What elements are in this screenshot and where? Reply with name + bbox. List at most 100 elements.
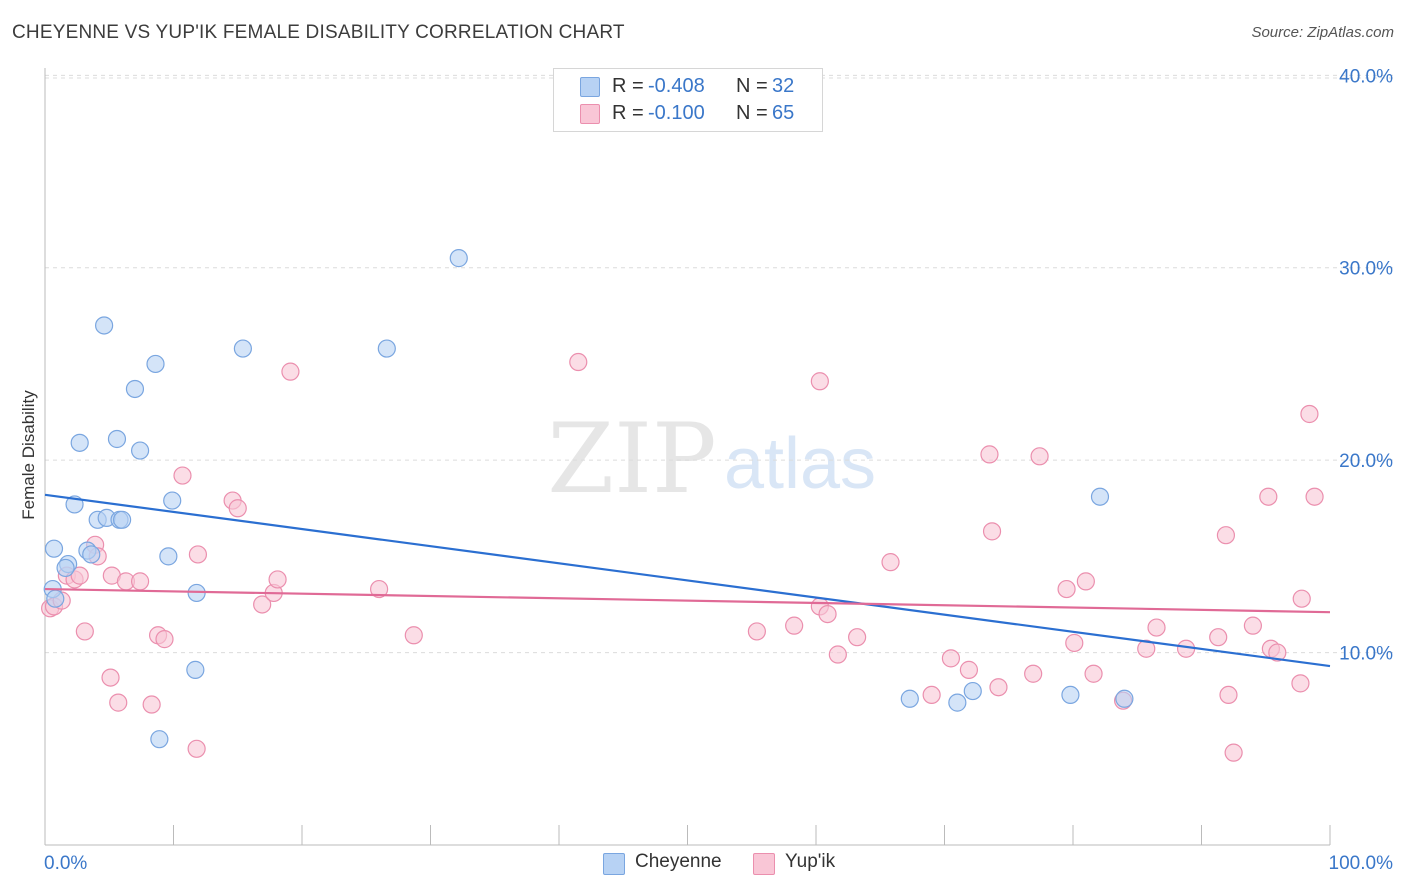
- cheyenne-point: [56, 558, 75, 578]
- yupik-point: [1224, 743, 1243, 762]
- yupik-point: [785, 616, 804, 635]
- cheyenne-point: [1061, 685, 1080, 705]
- yupik-point: [1057, 579, 1076, 599]
- yupik-point: [228, 499, 247, 518]
- yupik-point: [268, 570, 287, 589]
- yupik-swatch: [580, 104, 600, 124]
- cheyenne-point: [146, 354, 165, 374]
- yupik-point: [1259, 487, 1278, 506]
- yupik-point: [828, 645, 847, 664]
- y-tick-label: 20.0%: [1339, 451, 1393, 472]
- cheyenne-point: [377, 339, 396, 358]
- n-label: N =: [736, 75, 768, 97]
- n-label: N =: [736, 102, 768, 124]
- yupik-legend-label: Yup'ik: [785, 851, 836, 872]
- yupik-point: [1305, 487, 1324, 506]
- r-value: -0.100: [648, 102, 705, 124]
- chart-title: CHEYENNE VS YUP'IK FEMALE DISABILITY COR…: [12, 22, 625, 43]
- yupik-point: [569, 352, 588, 372]
- yupik-point: [173, 466, 192, 485]
- yupik-point: [1137, 639, 1156, 658]
- cheyenne-point: [82, 545, 101, 564]
- yupik-point: [281, 362, 300, 381]
- stats-legend: R = -0.408 N = 32 R = -0.100 N = 65: [553, 68, 823, 132]
- cheyenne-point: [948, 693, 967, 712]
- yupik-point: [959, 660, 979, 679]
- yupik-point: [187, 739, 206, 758]
- n-value: 32: [772, 75, 795, 97]
- yupik-point: [70, 566, 89, 585]
- yupik-point: [101, 668, 120, 687]
- x-tick-label: 0.0%: [44, 853, 87, 874]
- cheyenne-point: [107, 429, 127, 449]
- yupik-point: [989, 678, 1008, 697]
- yupik-point: [980, 445, 999, 464]
- axes: [44, 68, 1331, 846]
- cheyenne-point: [186, 660, 205, 679]
- cheyenne-legend-label: Cheyenne: [635, 851, 722, 872]
- tick-labels: 10.0% 20.0% 30.0% 40.0% 0.0% 100.0%: [44, 66, 1393, 874]
- yupik-point: [1216, 526, 1236, 545]
- n-value: 65: [772, 102, 795, 124]
- yupik-point: [922, 685, 941, 705]
- yupik-point: [1243, 616, 1263, 635]
- cheyenne-legend-swatch: [603, 853, 625, 875]
- cheyenne-point: [112, 510, 132, 529]
- cheyenne-point: [159, 547, 178, 566]
- cheyenne-point: [1115, 689, 1134, 708]
- yupik-legend-swatch: [753, 853, 775, 875]
- cheyenne-point: [163, 491, 182, 510]
- r-label: R =: [612, 102, 644, 124]
- yupik-point: [810, 372, 829, 391]
- yupik-point: [747, 622, 766, 641]
- yupik-point: [1219, 685, 1238, 705]
- watermark-zip: ZIP: [547, 403, 716, 515]
- cheyenne-point: [125, 379, 145, 399]
- cheyenne-point: [1090, 487, 1110, 506]
- source-label: Source: ZipAtlas.com: [1251, 24, 1394, 41]
- cheyenne-point: [70, 433, 89, 452]
- yupik-point: [982, 522, 1002, 541]
- yupik-point: [1065, 633, 1084, 653]
- r-value: -0.408: [648, 75, 705, 97]
- x-tick-label: 100.0%: [1329, 853, 1394, 874]
- y-tick-label: 10.0%: [1339, 644, 1393, 665]
- cheyenne-point: [130, 441, 150, 460]
- yupik-point: [75, 622, 94, 641]
- yupik-point: [1291, 674, 1310, 693]
- grid-lines: [45, 74, 1395, 654]
- yupik-point: [1292, 589, 1311, 608]
- cheyenne-point: [44, 539, 64, 558]
- cheyenne-point: [150, 730, 169, 749]
- yupik-point: [1076, 572, 1095, 591]
- yupik-point: [818, 604, 837, 624]
- yupik-point: [1024, 664, 1043, 683]
- trend-lines: [44, 493, 1331, 668]
- yupik-point: [1268, 643, 1287, 662]
- cheyenne-trend-line: [44, 493, 1331, 668]
- yupik-point: [155, 630, 174, 649]
- watermark-atlas: atlas: [724, 424, 876, 504]
- yupik-point: [253, 595, 272, 614]
- cheyenne-point: [963, 681, 982, 701]
- cheyenne-point: [233, 339, 252, 358]
- yupik-point: [881, 553, 900, 572]
- cheyenne-point: [46, 589, 65, 608]
- cheyenne-point: [900, 689, 919, 708]
- yupik-point: [1209, 628, 1228, 647]
- r-label: R =: [612, 75, 644, 97]
- yupik-point: [142, 695, 161, 714]
- yupik-point: [404, 626, 423, 645]
- cheyenne-point: [95, 316, 114, 335]
- yupik-point: [1300, 404, 1319, 424]
- yupik-point: [370, 579, 389, 599]
- yupik-point: [1147, 618, 1166, 637]
- yupik-trend-line: [44, 587, 1331, 614]
- yupik-point: [848, 628, 867, 647]
- y-axis-title: Female Disability: [19, 390, 38, 520]
- yupik-point: [1084, 664, 1103, 683]
- yupik-point: [109, 693, 128, 712]
- cheyenne-point: [449, 249, 468, 268]
- y-tick-label: 40.0%: [1339, 66, 1393, 87]
